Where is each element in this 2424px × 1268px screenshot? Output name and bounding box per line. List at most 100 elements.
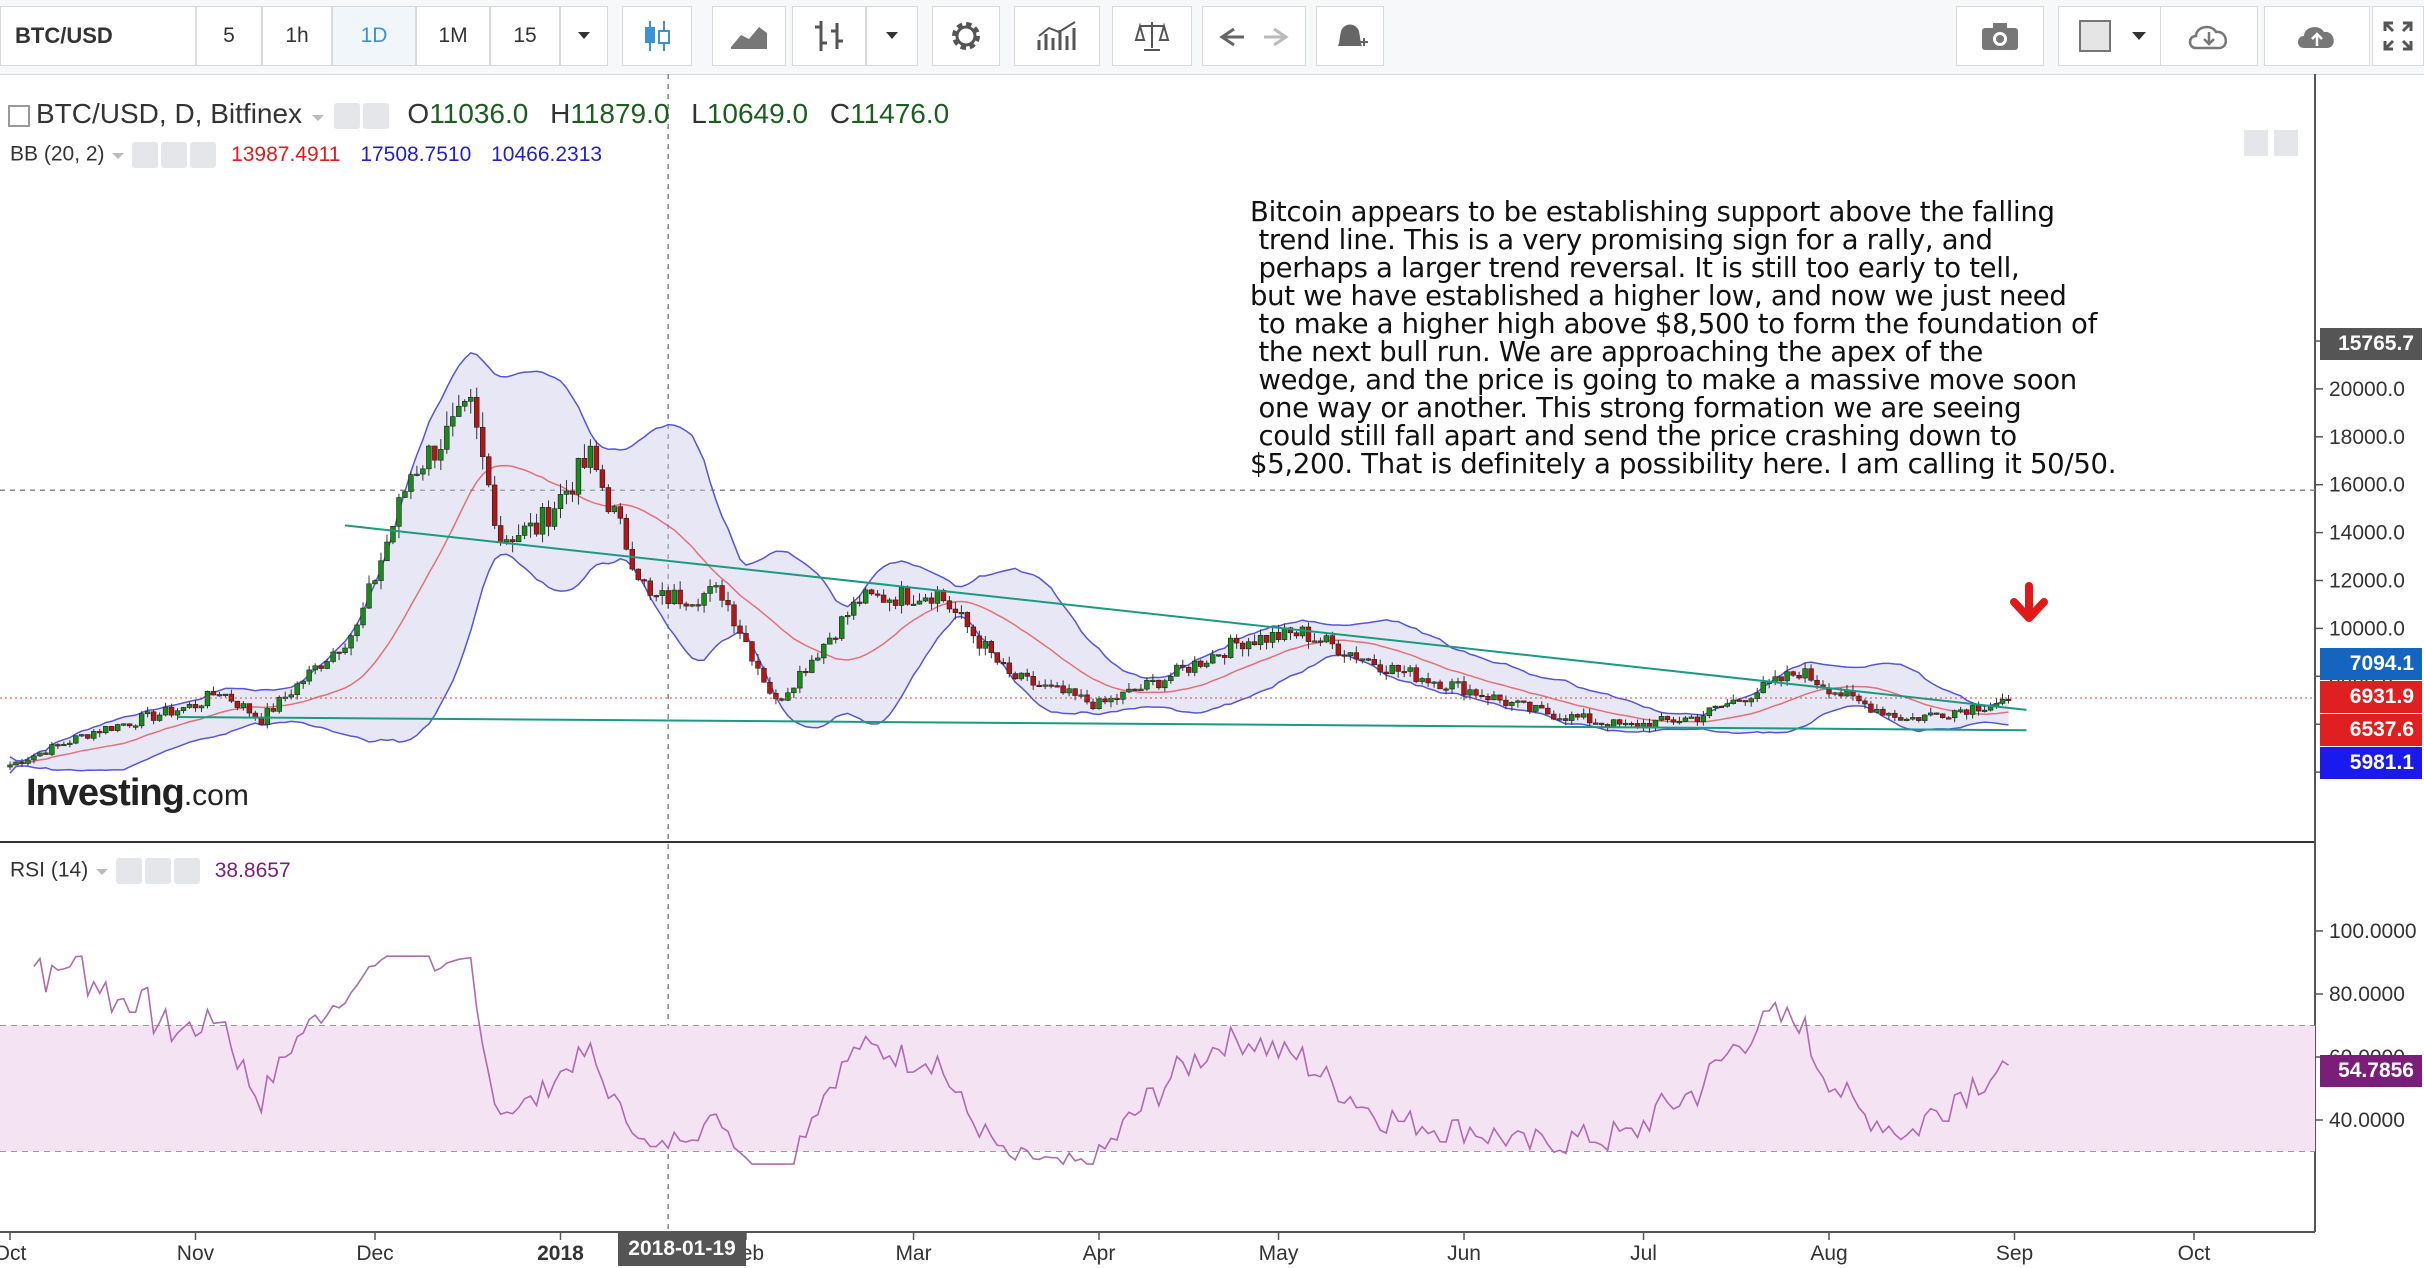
- settings-icon[interactable]: [161, 142, 188, 168]
- interval-dropdown[interactable]: [560, 6, 608, 66]
- settings-icon[interactable]: [144, 858, 171, 884]
- fullscreen-button[interactable]: [2372, 6, 2424, 66]
- candle-body: [474, 396, 480, 428]
- candle-body: [61, 743, 67, 747]
- candle-body: [408, 474, 414, 492]
- price-tick-label: 10000.0: [2329, 617, 2405, 640]
- candle-body: [1036, 684, 1042, 688]
- rsi-tick-label: 80.0000: [2329, 983, 2405, 1006]
- candle-body: [1916, 717, 1922, 721]
- chevron-down-icon[interactable]: [110, 151, 126, 161]
- candle-body: [1329, 635, 1336, 645]
- candle-body: [198, 705, 205, 709]
- move-up-icon[interactable]: [2244, 130, 2268, 156]
- interval-1m[interactable]: 1M: [416, 6, 490, 66]
- price-badge-bb-mid: 6537.6: [2320, 714, 2422, 746]
- candle-body: [515, 535, 522, 543]
- candle-body: [1174, 664, 1180, 677]
- bell-icon: [1338, 24, 1368, 49]
- price-tick-label: 20000.0: [2329, 378, 2405, 401]
- candle-body: [1904, 718, 1910, 721]
- candle-body: [79, 734, 85, 737]
- undo-redo[interactable]: [1202, 6, 1306, 66]
- settings-icon[interactable]: [362, 102, 389, 129]
- chart-title: BTC/USD, D, Bitfinex: [36, 98, 303, 129]
- chart-type-dropdown[interactable]: [866, 6, 918, 66]
- visibility-icon[interactable]: [115, 858, 142, 884]
- interval-1h[interactable]: 1h: [262, 6, 332, 66]
- chart-canvas[interactable]: 22000.020000.018000.016000.014000.012000…: [0, 74, 2424, 1268]
- chart-type-bars[interactable]: [792, 6, 866, 66]
- symbol-search[interactable]: BTC/USD: [0, 6, 196, 66]
- collapse-icon[interactable]: [8, 104, 30, 127]
- candle-body: [246, 703, 253, 714]
- time-tick-label: 2018: [537, 1242, 584, 1265]
- chart-type-candles[interactable]: [622, 6, 692, 66]
- candle-body: [1796, 674, 1802, 679]
- candle-body: [1156, 679, 1162, 689]
- candle-body: [1227, 637, 1234, 658]
- candle-body: [1742, 700, 1748, 703]
- load-chart-button[interactable]: [2160, 6, 2258, 66]
- low-value: 10649.0: [706, 98, 809, 129]
- candle-body: [1784, 671, 1790, 682]
- candle-body: [551, 508, 558, 527]
- move-down-icon[interactable]: [2274, 130, 2298, 156]
- candle-body: [1377, 664, 1383, 673]
- settings-button[interactable]: [932, 6, 1000, 66]
- chart-type-area[interactable]: [712, 6, 786, 66]
- candle-body: [1575, 714, 1581, 718]
- alert-button[interactable]: [1316, 6, 1384, 66]
- candle-body: [749, 641, 755, 662]
- candle-body: [414, 473, 420, 476]
- candle-body: [360, 607, 366, 626]
- visibility-icon[interactable]: [132, 142, 159, 168]
- close-icon[interactable]: [173, 858, 200, 884]
- save-chart-button[interactable]: [2264, 6, 2370, 66]
- candle-body: [1210, 654, 1216, 664]
- time-tick-label: Apr: [1083, 1242, 1116, 1265]
- candle-body: [450, 416, 456, 427]
- candle-body: [1509, 701, 1515, 706]
- candle-body: [318, 665, 324, 669]
- analysis-note[interactable]: Bitcoin appears to be establishing suppo…: [1250, 196, 2117, 480]
- chevron-down-icon[interactable]: [310, 113, 326, 123]
- interval-15[interactable]: 15: [490, 6, 560, 66]
- snapshot-button[interactable]: [1956, 6, 2044, 66]
- bars-icon: [815, 21, 843, 51]
- candle-body: [270, 708, 276, 712]
- candle-body: [342, 647, 348, 654]
- candle-body: [1880, 708, 1886, 716]
- candle-body: [821, 643, 827, 659]
- visibility-icon[interactable]: [333, 102, 360, 129]
- rsi-tick-label: 100.0000: [2329, 920, 2417, 943]
- candle-body: [49, 744, 55, 755]
- open-value: 11036.0: [429, 98, 529, 129]
- candle-body: [85, 734, 91, 739]
- candle-body: [1347, 652, 1354, 657]
- time-tick-label: Nov: [177, 1242, 215, 1265]
- chevron-down-icon[interactable]: [94, 867, 110, 877]
- candle-body: [1048, 684, 1054, 687]
- candle-body: [366, 583, 372, 609]
- interval-1d[interactable]: 1D: [332, 6, 416, 66]
- candle-body: [1371, 659, 1377, 666]
- candle-body: [97, 731, 103, 734]
- chart-legend: BTC/USD, D, Bitfinex O11036.0 H11879.0 L…: [8, 98, 949, 130]
- candle-body: [970, 626, 977, 637]
- indicators-button[interactable]: [1014, 6, 1100, 66]
- candle-body: [156, 714, 163, 721]
- close-icon[interactable]: [190, 142, 217, 168]
- candle-body: [689, 604, 695, 607]
- candle-body: [1760, 682, 1766, 694]
- candle-body: [1144, 680, 1150, 690]
- rsi-badge: 54.7856: [2320, 1055, 2422, 1087]
- candle-body: [653, 595, 659, 598]
- candle-body: [491, 484, 498, 526]
- candle-body: [1054, 685, 1060, 688]
- time-tick-label: May: [1259, 1242, 1299, 1265]
- chart-properties-dropdown[interactable]: [2058, 6, 2170, 66]
- compare-button[interactable]: [1112, 6, 1192, 66]
- interval-5[interactable]: 5: [196, 6, 262, 66]
- candle-body: [527, 522, 534, 527]
